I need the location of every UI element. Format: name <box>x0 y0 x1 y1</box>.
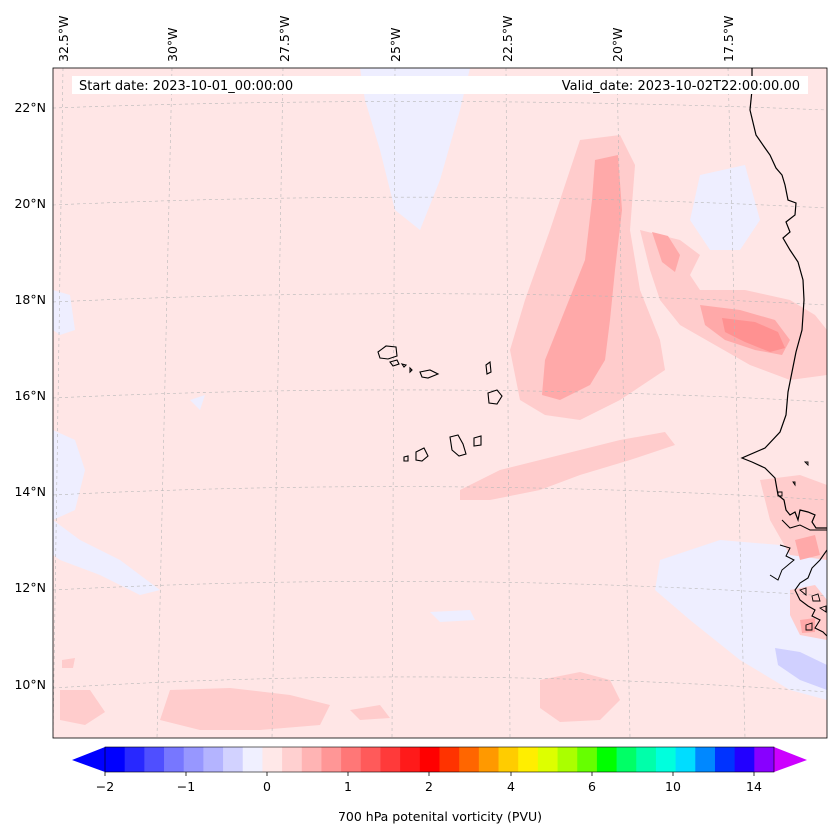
colorbar-tick-label: 0 <box>263 779 271 794</box>
colorbar-cell <box>754 747 775 772</box>
lat-label: 10°N <box>14 677 46 692</box>
lat-label: 12°N <box>14 580 46 595</box>
lon-label: 32.5°W <box>56 16 71 62</box>
colorbar-cell <box>360 747 381 772</box>
colorbar-label: 700 hPa potenital vorticity (PVU) <box>338 809 542 824</box>
colorbar-cell <box>105 747 126 772</box>
colorbar-cell <box>242 747 263 772</box>
colorbar-cell <box>596 747 617 772</box>
colorbar-ticks <box>104 772 755 776</box>
start-date-text: Start date: 2023-10-01_00:00:00 <box>79 79 293 94</box>
colorbar-cell <box>675 747 696 772</box>
lon-label: 25°W <box>388 27 403 62</box>
colorbar-cell <box>459 747 480 772</box>
colorbar-cell <box>144 747 165 772</box>
colorbar-tick-label: 10 <box>665 779 681 794</box>
colorbar-cell <box>419 747 440 772</box>
colorbar-cell <box>616 747 637 772</box>
coastal-inlet-dot <box>777 461 809 497</box>
strong-positive-pv-area <box>722 318 785 352</box>
lon-label: 20°W <box>610 27 625 62</box>
latitude-labels: 22°N 20°N 18°N 16°N 14°N 12°N 10°N <box>14 100 46 692</box>
colorbar-tick-label: 1 <box>344 779 352 794</box>
colorbar-cell <box>518 747 539 772</box>
header-bar: Start date: 2023-10-01_00:00:00 Valid_da… <box>72 76 808 94</box>
colorbar-tick-label: 4 <box>507 779 515 794</box>
colorbar-cell <box>124 747 145 772</box>
colorbar-tick-label: 14 <box>746 779 762 794</box>
colorbar-tick-label: 6 <box>588 779 596 794</box>
bissau-islands <box>769 544 795 581</box>
lon-label: 30°W <box>165 27 180 62</box>
colorbar-cell <box>498 747 519 772</box>
colorbar-extend-max <box>774 747 807 772</box>
colorbar-cell <box>262 747 283 772</box>
colorbar-cell <box>439 747 460 772</box>
colorbar-cell <box>183 747 204 772</box>
colorbar-cell <box>714 747 736 772</box>
map-area <box>52 67 828 739</box>
colorbar-cell <box>223 747 244 772</box>
guinea-coast <box>794 549 827 637</box>
lat-label: 14°N <box>14 484 46 499</box>
africa-coastline <box>740 68 827 529</box>
colorbar-cell <box>636 747 657 772</box>
colorbar-cell <box>537 747 558 772</box>
colorbar-cell <box>282 747 303 772</box>
lon-label: 22.5°W <box>500 16 515 62</box>
colorbar-cell <box>695 747 716 772</box>
colorbar-tick-label: −1 <box>177 779 195 794</box>
colorbar-cell <box>400 747 421 772</box>
colorbar-outline <box>104 746 775 773</box>
colorbar-cell <box>655 747 677 772</box>
colorbar-cell <box>203 747 224 772</box>
lat-label: 18°N <box>14 292 46 307</box>
colorbar-cell <box>321 747 342 772</box>
colorbar-cell <box>478 747 499 772</box>
colorbar-cell <box>734 747 755 772</box>
map-border <box>52 67 828 739</box>
colorbar-cell <box>577 747 598 772</box>
lat-label: 16°N <box>14 388 46 403</box>
colorbar-cell <box>164 747 185 772</box>
colorbar-tick-label: −2 <box>96 779 114 794</box>
colorbar-cell <box>380 747 401 772</box>
longitude-labels: 32.5°W 30°W 27.5°W 25°W 22.5°W 20°W 17.5… <box>56 16 736 62</box>
graticule <box>53 68 827 738</box>
colorbar-cell <box>557 747 578 772</box>
cape-verde-islands <box>377 345 503 462</box>
gambia-coast <box>781 519 827 531</box>
colorbar-extend-min <box>72 747 105 772</box>
colorbar-tick-label: 2 <box>425 779 433 794</box>
lat-label: 20°N <box>14 196 46 211</box>
valid-date-text: Valid_date: 2023-10-02T22:00:00.00 <box>562 79 800 94</box>
lat-label: 22°N <box>14 100 46 115</box>
colorbar-cell <box>301 747 322 772</box>
colorbar-cell <box>341 747 362 772</box>
colorbar: −2 −1 0 1 2 4 6 10 14 700 hPa potenital … <box>72 746 807 824</box>
lon-label: 17.5°W <box>721 16 736 62</box>
colorbar-tick-labels: −2 −1 0 1 2 4 6 10 14 <box>96 779 762 794</box>
bijagos-islands <box>799 587 827 631</box>
colorbar-cells <box>105 747 775 772</box>
stronger-negative-pv <box>775 648 827 690</box>
lon-label: 27.5°W <box>277 16 292 62</box>
